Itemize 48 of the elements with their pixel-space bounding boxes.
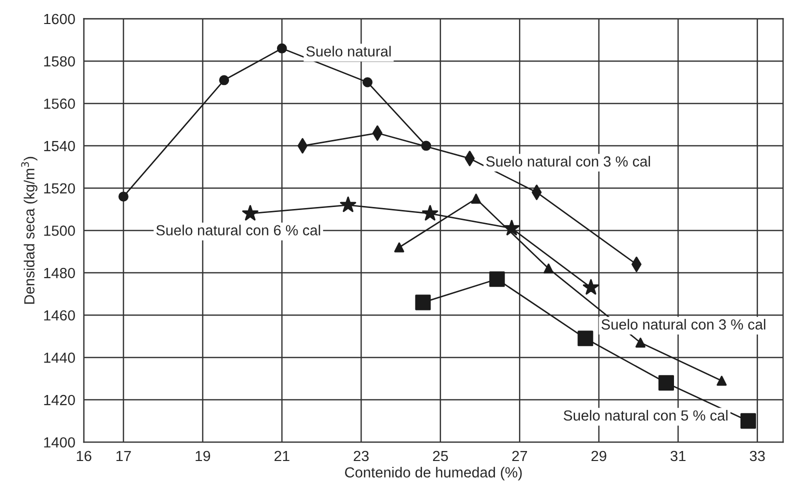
point: [740, 413, 756, 429]
point: [422, 205, 438, 221]
series-label: Suelo natural con 3 % cal: [602, 318, 766, 330]
y-tick-label: 1400: [44, 437, 75, 448]
y-tick-label: 1440: [44, 352, 75, 363]
x-tick-label: 33: [750, 450, 765, 462]
series-label: Suelo natural con 3 % cal: [486, 156, 650, 167]
point: [219, 75, 230, 86]
x-tick-label: 17: [116, 451, 131, 462]
point: [504, 220, 520, 236]
point: [415, 294, 431, 310]
point: [658, 375, 674, 391]
y-axis-title: Densidad seca (kg/m$^{3}$): [21, 156, 38, 304]
point: [242, 205, 258, 221]
point: [471, 194, 482, 204]
x-tick-label: 23: [354, 450, 369, 462]
point: [489, 271, 505, 287]
y-tick-label: 1520: [44, 183, 75, 194]
x-tick-label: 29: [591, 450, 606, 462]
x-tick-label: 16: [76, 450, 92, 462]
point: [118, 192, 128, 202]
point: [544, 264, 554, 274]
x-tick-label: 25: [433, 450, 448, 462]
x-axis-title: Contenido de humedad (%): [345, 466, 522, 480]
y-tick-label: 1600: [44, 14, 75, 24]
point: [340, 196, 356, 212]
point: [394, 242, 404, 252]
x-tick-label: 21: [274, 450, 290, 462]
point: [421, 140, 432, 151]
point: [578, 330, 594, 346]
x-tick-label: 27: [512, 450, 528, 462]
y-tick-label: 1460: [44, 310, 75, 321]
y-tick-label: 1560: [44, 98, 75, 109]
y-tick-label: 1420: [44, 394, 75, 406]
point: [716, 376, 727, 386]
point: [635, 338, 646, 348]
y-tick-label: 1540: [44, 140, 75, 152]
y-tick-label: 1500: [44, 226, 75, 236]
series-label: Suelo natural con 6 % cal: [156, 224, 320, 236]
x-tick-label: 31: [670, 450, 686, 462]
x-tick-label: 19: [196, 450, 210, 462]
series-label: Suelo natural con 5 % cal: [564, 410, 728, 421]
point: [362, 77, 373, 88]
y-tick-label: 1580: [44, 56, 75, 67]
point: [582, 279, 600, 295]
y-tick-label: 1480: [44, 268, 75, 278]
point: [276, 43, 287, 54]
series-label: Suelo natural: [306, 46, 391, 57]
